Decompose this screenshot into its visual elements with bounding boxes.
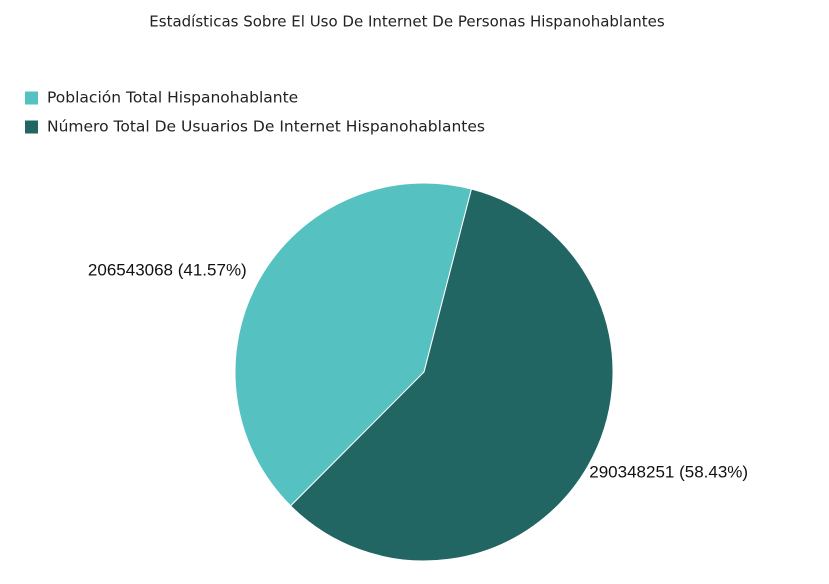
legend-label: Número Total De Usuarios De Internet His… xyxy=(47,118,485,136)
legend-swatch xyxy=(25,120,38,134)
legend-label: Población Total Hispanohablante xyxy=(47,89,298,107)
legend-swatch xyxy=(25,91,38,105)
value-label: 206543068 (41.57%) xyxy=(88,260,247,279)
pie-slice xyxy=(289,188,614,562)
chart-title: Estadísticas Sobre El Uso De Internet De… xyxy=(149,13,665,31)
value-label: 290348251 (58.43%) xyxy=(589,463,748,482)
pie-slice xyxy=(234,182,473,507)
